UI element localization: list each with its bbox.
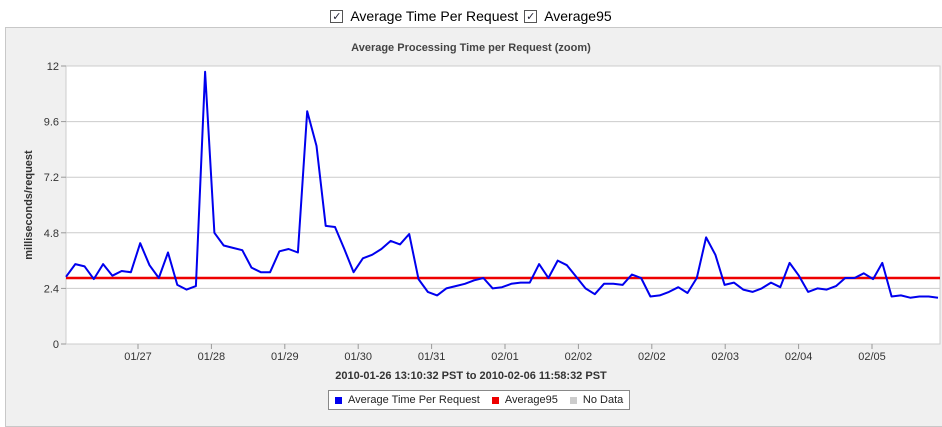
x-tick-label: 02/04 <box>785 351 813 363</box>
legend-item: Average95 <box>491 394 558 406</box>
legend-item: Average Time Per Request <box>335 394 480 406</box>
y-tick-label: 9.6 <box>44 117 59 129</box>
x-tick-label: 01/29 <box>271 351 299 363</box>
x-tick-label: 02/03 <box>711 351 739 363</box>
x-tick-label: 02/02 <box>638 351 666 363</box>
x-axis-range-label: 2010-01-26 13:10:32 PST to 2010-02-06 11… <box>335 370 607 382</box>
checkmark-icon: ✓ <box>330 9 344 23</box>
x-tick-label: 01/27 <box>124 351 152 363</box>
legend-swatch-icon <box>569 396 577 404</box>
y-tick-label: 7.2 <box>44 172 59 184</box>
y-tick-label: 4.8 <box>44 228 59 240</box>
plot-area <box>65 65 941 345</box>
x-tick-label: 02/01 <box>491 351 519 363</box>
legend-swatch-icon <box>335 396 342 404</box>
avg-time-checkbox[interactable]: ✓ Average Time Per Request <box>330 8 518 24</box>
chart-title: Average Processing Time per Request (zoo… <box>351 42 591 54</box>
average95-checkbox[interactable]: ✓ Average95 <box>524 8 612 24</box>
average95-checkbox-label: Average95 <box>544 8 612 24</box>
y-tick-label: 12 <box>47 61 59 73</box>
legend-label: Average95 <box>504 394 558 406</box>
legend-item: No Data <box>569 394 624 406</box>
x-tick-label: 01/30 <box>344 351 372 363</box>
legend-swatch-icon <box>491 396 499 404</box>
legend-label: Average Time Per Request <box>348 394 480 406</box>
y-tick-label: 2.4 <box>44 283 59 295</box>
avg-time-checkbox-label: Average Time Per Request <box>350 8 519 24</box>
y-tick-label: 0 <box>53 339 59 351</box>
x-tick-label: 01/31 <box>418 351 446 363</box>
x-tick-label: 02/02 <box>565 351 593 363</box>
series-line <box>65 70 939 299</box>
checkmark-icon: ✓ <box>524 9 538 23</box>
chart-legend: Average Time Per Request Average95 No Data <box>328 390 631 410</box>
series-toggle-bar: ✓ Average Time Per Request ✓ Average95 <box>0 6 942 26</box>
legend-label: No Data <box>582 394 624 406</box>
x-tick-label: 01/28 <box>198 351 226 363</box>
x-tick-label: 02/05 <box>858 351 886 363</box>
